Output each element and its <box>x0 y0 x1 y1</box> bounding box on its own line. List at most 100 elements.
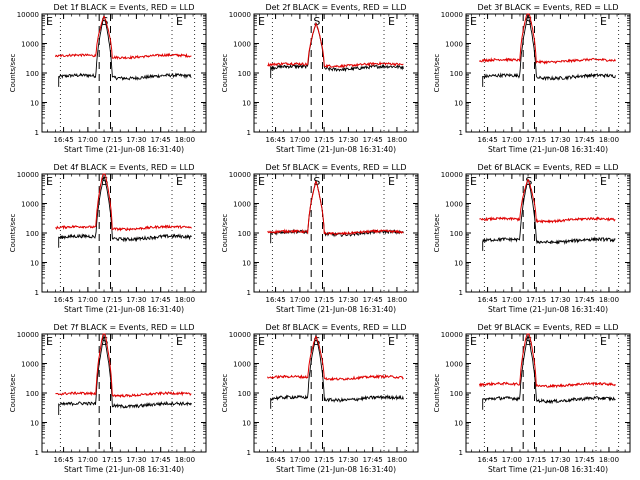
panel-title: Det 1f BLACK = Events, RED = LLD <box>53 3 194 12</box>
y-tick-label: 1000 <box>233 201 251 209</box>
y-tick-label: 1000 <box>445 201 463 209</box>
region-label: E <box>388 335 395 348</box>
x-tick-label: 16:45 <box>53 456 73 464</box>
x-tick-label: 18:00 <box>387 136 407 144</box>
x-tick-label: 17:00 <box>502 296 522 304</box>
plot-frame <box>465 173 631 293</box>
y-axis-label: Counts/sec <box>9 374 17 413</box>
y-tick-label: 10000 <box>441 331 463 339</box>
lld-series-line <box>267 336 404 382</box>
plot-frame <box>465 13 631 133</box>
events-series-line <box>58 334 192 415</box>
x-tick-label: 17:30 <box>338 296 358 304</box>
y-tick-label: 10 <box>30 420 39 428</box>
y-tick-label: 10000 <box>441 11 463 19</box>
y-tick-label: 10 <box>242 420 251 428</box>
region-label: E <box>600 175 607 188</box>
y-tick-label: 10 <box>454 420 463 428</box>
y-tick-label: 100 <box>450 390 463 398</box>
y-axis-label: Counts/sec <box>221 214 229 253</box>
plot-frame <box>41 13 207 133</box>
events-series-line <box>482 178 616 251</box>
y-tick-label: 1000 <box>445 41 463 49</box>
x-axis-label: Start Time (21-Jun-08 16:31:40) <box>64 145 184 154</box>
x-tick-label: 17:15 <box>526 456 546 464</box>
y-tick-label: 1000 <box>21 201 39 209</box>
x-tick-label: 18:00 <box>387 456 407 464</box>
chart-panel: Det 1f BLACK = Events, RED = LLD 1 10 100 10… <box>9 3 207 154</box>
x-tick-label: 17:45 <box>363 296 383 304</box>
y-tick-label: 1 <box>459 289 463 297</box>
plot-frame <box>465 333 631 453</box>
x-tick-label: 17:00 <box>502 136 522 144</box>
x-tick-label: 18:00 <box>599 456 619 464</box>
x-tick-label: 18:00 <box>599 136 619 144</box>
region-label: E <box>600 335 607 348</box>
y-tick-label: 100 <box>238 70 251 78</box>
x-tick-label: 17:45 <box>363 136 383 144</box>
x-tick-label: 17:30 <box>126 456 146 464</box>
plot-frame <box>253 13 419 133</box>
region-label: S <box>101 175 108 188</box>
y-tick-label: 10 <box>30 100 39 108</box>
region-label: E <box>46 335 53 348</box>
panel-title: Det 7f BLACK = Events, RED = LLD <box>53 323 194 332</box>
lld-series-line <box>55 333 192 399</box>
region-label: E <box>176 175 183 188</box>
x-tick-label: 17:30 <box>126 136 146 144</box>
y-tick-label: 1000 <box>21 41 39 49</box>
region-label: E <box>470 15 477 28</box>
x-tick-label: 17:00 <box>78 136 98 144</box>
y-tick-label: 100 <box>450 230 463 238</box>
y-tick-label: 10000 <box>229 171 251 179</box>
chart-panel: Det 8f BLACK = Events, RED = LLD 1 10 100 10… <box>221 323 419 474</box>
region-label: E <box>258 335 265 348</box>
x-tick-label: 17:45 <box>151 456 171 464</box>
lld-series-line <box>479 13 616 65</box>
chart-panel: Det 4f BLACK = Events, RED = LLD 1 10 100 10… <box>9 163 207 314</box>
y-tick-label: 10 <box>242 260 251 268</box>
y-tick-label: 10 <box>242 100 251 108</box>
x-axis-label: Start Time (21-Jun-08 16:31:40) <box>64 305 184 314</box>
x-tick-label: 17:15 <box>102 136 122 144</box>
x-tick-label: 17:15 <box>526 136 546 144</box>
panel-title: Det 6f BLACK = Events, RED = LLD <box>477 163 618 172</box>
x-axis-label: Start Time (21-Jun-08 16:31:40) <box>276 465 396 474</box>
x-axis-label: Start Time (21-Jun-08 16:31:40) <box>488 465 608 474</box>
lld-series-line <box>267 180 404 236</box>
region-label: E <box>388 175 395 188</box>
lld-series-line <box>479 333 616 389</box>
x-tick-label: 16:45 <box>53 296 73 304</box>
y-tick-label: 1 <box>247 449 251 457</box>
x-tick-label: 17:00 <box>290 456 310 464</box>
y-axis-label: Counts/sec <box>9 214 17 253</box>
region-label: S <box>313 15 320 28</box>
x-tick-label: 18:00 <box>175 136 195 144</box>
region-label: S <box>313 175 320 188</box>
chart-panel: Det 3f BLACK = Events, RED = LLD 1 10 100 10… <box>433 3 631 154</box>
y-tick-label: 10000 <box>229 11 251 19</box>
region-label: E <box>176 335 183 348</box>
y-tick-label: 100 <box>26 70 39 78</box>
y-axis-label: Counts/sec <box>221 374 229 413</box>
x-tick-label: 17:15 <box>102 296 122 304</box>
panel-title: Det 5f BLACK = Events, RED = LLD <box>265 163 406 172</box>
x-axis-label: Start Time (21-Jun-08 16:31:40) <box>64 465 184 474</box>
y-tick-label: 1 <box>247 289 251 297</box>
x-tick-label: 17:45 <box>575 136 595 144</box>
x-tick-label: 17:00 <box>78 456 98 464</box>
y-tick-label: 1 <box>35 129 39 137</box>
x-tick-label: 17:15 <box>314 296 334 304</box>
y-tick-label: 10000 <box>17 331 39 339</box>
y-tick-label: 10 <box>454 100 463 108</box>
x-tick-label: 17:15 <box>102 456 122 464</box>
region-label: E <box>600 15 607 28</box>
x-tick-label: 17:00 <box>290 136 310 144</box>
panel-title: Det 4f BLACK = Events, RED = LLD <box>53 163 194 172</box>
chart-panel: Det 2f BLACK = Events, RED = LLD 1 10 100 10… <box>221 3 419 154</box>
y-axis-label: Counts/sec <box>9 54 17 93</box>
events-series-line <box>482 335 616 410</box>
x-tick-label: 17:30 <box>126 296 146 304</box>
x-tick-label: 16:45 <box>53 136 73 144</box>
